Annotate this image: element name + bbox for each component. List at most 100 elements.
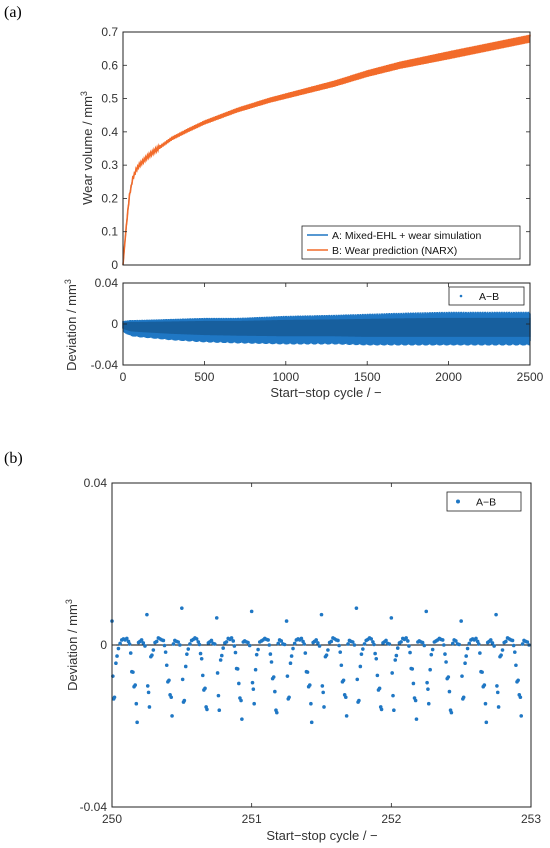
x-tick-label: 1000 [272,370,299,384]
deviation-point [500,648,505,652]
panel-a-label: (a) [4,4,22,21]
deviation-point [496,705,501,709]
deviation-point [268,652,273,656]
deviation-point [194,637,199,641]
deviation-point [442,643,446,647]
deviation-point [476,642,481,646]
y-tick-label: -0.04 [91,358,119,372]
deviation-point [410,667,415,671]
deviation-point [440,638,445,642]
deviation-point [287,695,291,700]
deviation-point [256,647,260,652]
x-tick-label: 2500 [517,370,544,384]
deviation-point [271,675,276,679]
deviation-point [492,644,496,648]
deviation-point [426,701,431,706]
deviation-point [235,667,240,671]
deviation-point [374,656,379,661]
deviation-point [180,606,184,610]
deviation-point [112,695,117,700]
deviation-point [188,642,192,646]
deviation-point [464,654,468,658]
deviation-point [302,642,306,646]
deviation-point [375,673,380,678]
deviation-point [133,683,137,687]
deviation-point [246,640,250,645]
deviation-point [484,720,489,725]
deviation-point [420,640,425,645]
deviation-point [182,698,187,703]
deviation-overview-series [122,311,531,346]
deviation-point [425,680,429,685]
deviation-point [199,656,204,661]
y-tick-label: 0.3 [101,158,118,172]
deviation-point [178,643,182,647]
deviation-point [299,636,304,641]
legend-label: A−B [476,497,496,509]
deviation-point [145,684,150,688]
x-tick-label: 252 [381,812,401,826]
deviation-point [275,710,279,715]
y-axis-label: Deviation / mm3 [63,279,79,371]
deviation-point [474,636,478,641]
deviation-point [231,639,236,643]
deviation-point [514,663,518,668]
deviation-point [326,648,330,652]
wear-volume-chart: 0 0.1 0.2 0.3 0.4 0.5 0.6 0.7 Wear volume / mm3… [79,25,531,272]
deviation-point [215,671,220,675]
deviation-point [217,708,222,713]
x-tick-label: 1500 [354,370,381,384]
deviation-point [480,670,484,674]
deviation-point [357,698,361,703]
deviation-point [454,639,458,643]
deviation-point [369,637,374,641]
deviation-point [292,641,297,646]
deviation-point [250,680,255,685]
deviation-point [461,695,466,700]
y-tick-label: 0.7 [101,25,118,39]
deviation-point [309,720,314,725]
deviation-point [303,651,308,655]
legend-box [448,286,525,306]
deviation-point [478,651,482,655]
x-tick-label: 250 [102,812,122,826]
deviation-point [329,639,334,644]
deviation-point [422,643,427,648]
deviation-point [519,714,524,718]
deviation-point [134,701,139,706]
deviation-point [430,647,435,652]
deviation-point [237,681,241,686]
deviation-point [167,678,171,683]
deviation-point [428,667,432,672]
deviation-point [279,639,284,643]
deviation-point [232,644,237,648]
deviation-point [171,642,176,646]
deviation-point [504,639,508,644]
deviation-point [354,606,359,610]
y-axis-label: Wear volume / mm3 [79,91,95,205]
deviation-point [355,677,360,682]
deviation-point [163,650,168,654]
legend-box [446,491,522,512]
x-tick-label: 253 [521,812,541,826]
wear-volume-axes: 0 0.1 0.2 0.3 0.4 0.5 0.6 0.7 [101,25,530,272]
deviation-point [465,646,470,651]
deviation-point [399,640,403,644]
deviation-point [154,639,159,644]
deviation-point [463,661,467,666]
x-tick-label: 2000 [435,370,462,384]
deviation-point [161,638,166,643]
deviation-point [429,652,434,657]
deviation-point [322,705,326,709]
deviation-point [495,684,499,688]
deviation-point [316,641,320,645]
deviation-point [359,652,364,656]
deviation-point [164,663,169,668]
y-axis-label: Deviation / mm3 [64,599,80,691]
deviation-detail-axes: -0.04 0 0.04 250 251 252 253 [80,476,542,826]
deviation-point [490,641,495,645]
deviation-point [247,643,252,648]
